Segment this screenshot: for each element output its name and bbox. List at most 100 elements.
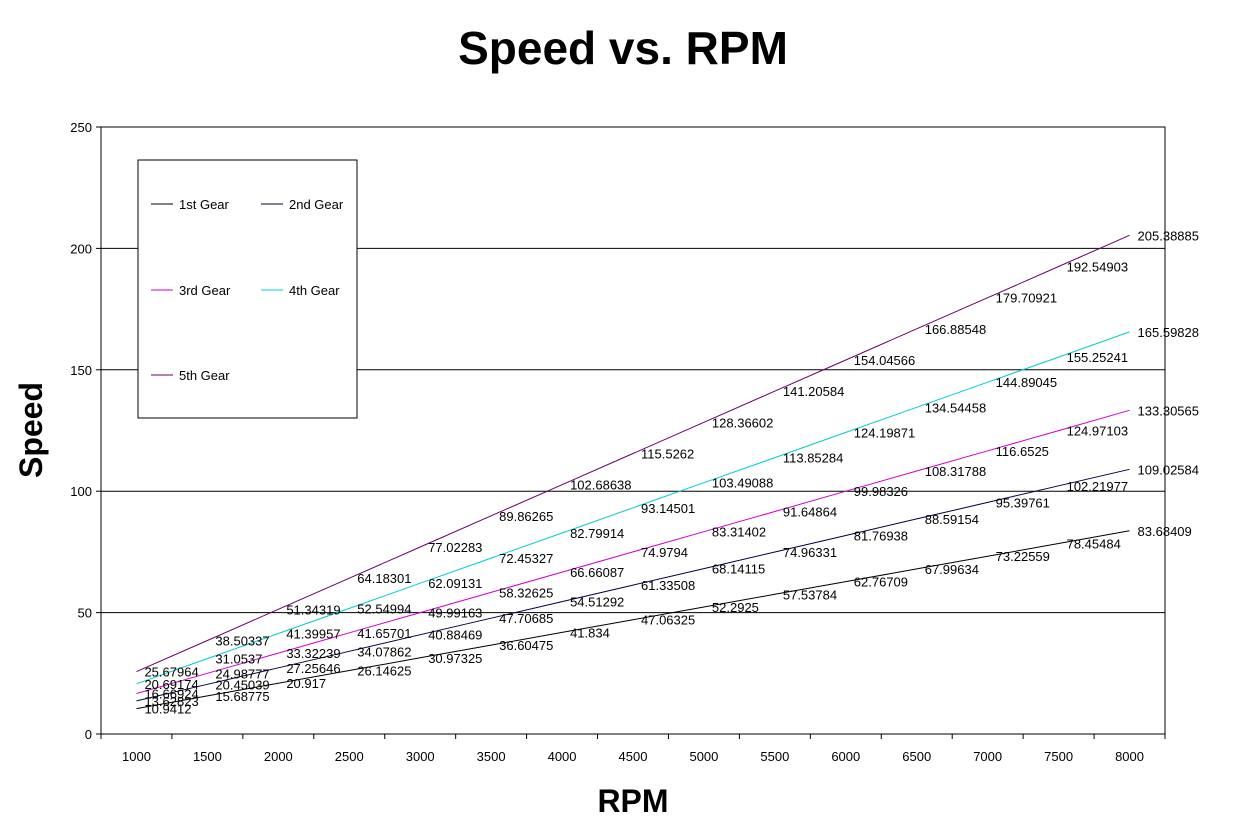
data-label-1st-gear-3500: 36.60475	[499, 638, 553, 653]
data-label-5th-gear-7500: 192.54903	[1067, 259, 1128, 274]
data-label-2nd-gear-4000: 54.51292	[570, 595, 624, 610]
data-label-1st-gear-7000: 73.22559	[996, 549, 1050, 564]
data-label-5th-gear-2500: 64.18301	[357, 571, 411, 586]
data-label-3rd-gear-2000: 33.32239	[286, 646, 340, 661]
x-tick-label-5000: 5000	[689, 749, 718, 764]
data-label-2nd-gear-6500: 88.59154	[925, 512, 979, 527]
data-label-4th-gear-6500: 134.54458	[925, 400, 986, 415]
x-tick-label-2000: 2000	[264, 749, 293, 764]
x-tick-label-1000: 1000	[122, 749, 151, 764]
data-label-5th-gear-4500: 115.5262	[641, 446, 694, 461]
data-label-5th-gear-1500: 38.50337	[215, 634, 269, 649]
series-line-4th-gear	[136, 331, 1130, 685]
data-label-1st-gear-7500: 78.45484	[1067, 537, 1121, 552]
data-label-4th-gear-3500: 72.45327	[499, 551, 553, 566]
data-label-1st-gear-5500: 57.53784	[783, 587, 837, 602]
data-label-1st-gear-8000: 83.68409	[1138, 524, 1192, 539]
legend-label-5th-gear: 5th Gear	[179, 368, 230, 383]
chart-title: Speed vs. RPM	[458, 22, 788, 74]
data-label-2nd-gear-7000: 95.39761	[996, 495, 1050, 510]
x-tick-label-7500: 7500	[1044, 749, 1073, 764]
data-label-5th-gear-5000: 128.36602	[712, 415, 773, 430]
x-tick-label-8000: 8000	[1115, 749, 1144, 764]
data-label-4th-gear-7000: 144.89045	[996, 375, 1057, 390]
series-line-1st-gear	[136, 530, 1130, 710]
data-label-2nd-gear-5500: 74.96331	[783, 545, 837, 560]
data-label-1st-gear-1000: 10.9412	[144, 702, 191, 717]
data-label-2nd-gear-1000: 13.62823	[144, 694, 198, 709]
data-label-2nd-gear-2500: 34.07862	[357, 644, 411, 659]
data-label-3rd-gear-3000: 49.99163	[428, 606, 482, 621]
data-label-2nd-gear-7500: 102.21977	[1067, 479, 1128, 494]
data-label-2nd-gear-1500: 20.45039	[215, 677, 269, 692]
legend-label-4th-gear: 4th Gear	[289, 283, 340, 298]
data-label-4th-gear-1500: 31.0537	[215, 652, 262, 667]
x-tick-label-4500: 4500	[619, 749, 648, 764]
legend-box	[137, 159, 358, 419]
x-tick-label-2500: 2500	[335, 749, 364, 764]
legend: 1st Gear 2nd Gear 3rd Gear 4th Gear 5th …	[137, 159, 358, 419]
y-axis: 0 50 100 150 200 250	[70, 120, 101, 742]
data-label-3rd-gear-2500: 41.65701	[357, 626, 411, 641]
y-axis-title: Speed	[13, 382, 49, 478]
series-lines	[136, 234, 1130, 710]
data-label-3rd-gear-1500: 24.98777	[215, 666, 269, 681]
data-labels: 10.9412 15.68775 20.917 26.14625 30.97325 36.…	[144, 228, 1199, 716]
data-label-5th-gear-4000: 102.68638	[570, 478, 631, 493]
data-label-3rd-gear-6500: 108.31788	[925, 464, 986, 479]
data-label-3rd-gear-5000: 83.31402	[712, 525, 766, 540]
data-label-3rd-gear-7000: 116.6525	[996, 444, 1049, 459]
data-label-1st-gear-5000: 52.2925	[712, 600, 759, 615]
data-label-1st-gear-6500: 67.99634	[925, 562, 979, 577]
data-label-5th-gear-3500: 89.86265	[499, 509, 553, 524]
data-label-1st-gear-1500: 15.68775	[215, 689, 269, 704]
x-axis: 1000 1500 2000 2500 3000 3500 4000 4500 5000 5500…	[100, 734, 1166, 764]
y-tick-label-250: 250	[70, 120, 92, 135]
y-tick-label-50: 50	[78, 606, 92, 621]
data-label-2nd-gear-2000: 27.25646	[286, 661, 340, 676]
x-tick-label-3500: 3500	[477, 749, 506, 764]
data-label-4th-gear-3000: 62.09131	[428, 576, 482, 591]
data-label-1st-gear-6000: 62.76709	[854, 575, 908, 590]
x-tick-label-6000: 6000	[831, 749, 860, 764]
legend-label-1st-gear: 1st Gear	[179, 197, 230, 212]
data-label-5th-gear-2000: 51.34319	[286, 602, 340, 617]
data-label-5th-gear-7000: 179.70921	[996, 291, 1057, 306]
data-label-5th-gear-3000: 77.02283	[428, 540, 482, 555]
series-line-3rd-gear	[136, 409, 1130, 694]
x-tick-label-4000: 4000	[548, 749, 577, 764]
x-tick-label-5500: 5500	[760, 749, 789, 764]
data-label-4th-gear-6000: 124.19871	[854, 425, 915, 440]
y-tick-label-150: 150	[70, 363, 92, 378]
data-label-1st-gear-4000: 41.834	[570, 625, 610, 640]
data-label-5th-gear-8000: 205.38885	[1138, 228, 1199, 243]
data-label-2nd-gear-3000: 40.88469	[428, 628, 482, 643]
series-line-2nd-gear	[136, 468, 1130, 702]
y-tick-label-200: 200	[70, 241, 92, 256]
data-label-1st-gear-2500: 26.14625	[357, 664, 411, 679]
data-label-3rd-gear-5500: 91.64864	[783, 504, 837, 519]
data-label-1st-gear-4500: 47.06325	[641, 613, 695, 628]
data-label-3rd-gear-7500: 124.97103	[1067, 424, 1128, 439]
x-tick-label-3000: 3000	[406, 749, 435, 764]
data-label-4th-gear-2000: 41.39957	[286, 626, 340, 641]
x-axis-title: RPM	[597, 783, 668, 819]
data-label-4th-gear-5500: 113.85284	[783, 451, 844, 466]
data-label-3rd-gear-3500: 58.32625	[499, 585, 553, 600]
plot-area-border	[100, 126, 1166, 735]
data-label-3rd-gear-8000: 133.30565	[1138, 403, 1199, 418]
y-tick-label-100: 100	[70, 484, 92, 499]
data-label-2nd-gear-5000: 68.14115	[712, 562, 765, 577]
data-label-3rd-gear-6000: 99.98326	[854, 484, 908, 499]
data-label-5th-gear-6500: 166.88548	[925, 322, 986, 337]
data-label-4th-gear-1000: 20.69174	[144, 677, 198, 692]
data-label-2nd-gear-3500: 47.70685	[499, 611, 553, 626]
legend-label-3rd-gear: 3rd Gear	[179, 283, 231, 298]
data-label-2nd-gear-4500: 61.33508	[641, 578, 695, 593]
data-label-4th-gear-2500: 52.54994	[357, 601, 411, 616]
data-label-5th-gear-6000: 154.04566	[854, 353, 915, 368]
x-tick-label-7000: 7000	[973, 749, 1002, 764]
x-tick-label-6500: 6500	[902, 749, 931, 764]
